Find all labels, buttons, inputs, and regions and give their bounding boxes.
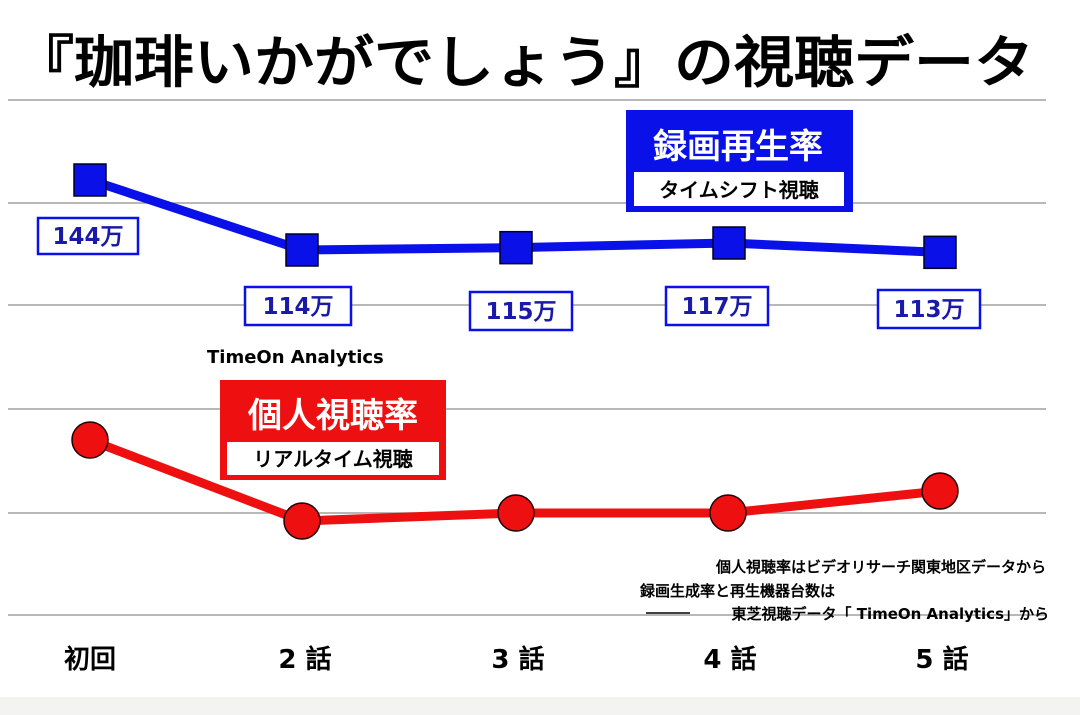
value-label: 115万 [485,299,556,325]
x-tick-label: 5 話 [915,644,968,675]
legend-recording: 録画再生率 タイムシフト視聴 [626,110,853,212]
x-axis-labels: 初回 2 話 3 話 4 話 5 話 [64,644,969,675]
recording-point [73,163,107,197]
personal-point [709,494,747,532]
value-label-box [36,216,140,256]
recording-point [923,235,957,270]
value-label-box [876,288,982,330]
legend-recording-sublabel: タイムシフト視聴 [659,178,819,202]
personal-point [283,502,321,540]
legend-personal-sub-box [227,442,439,475]
source-note-1: 個人視聴率はビデオリサーチ関東地区データから [715,558,1046,576]
personal-point [497,494,535,532]
recording-point [499,230,533,265]
value-label-box [243,285,353,327]
x-tick-label: 4 話 [703,644,756,675]
x-tick-label: 初回 [64,645,116,675]
recording-point [285,233,319,267]
legend-personal-sublabel: リアルタイム視聴 [253,447,412,471]
value-label-box [664,285,770,327]
brand-mark: TimeOn Analytics [207,347,384,368]
legend-recording-sub-box [634,172,844,206]
legend-personal-label: 個人視聴率 [247,396,418,436]
value-label: 117万 [681,294,752,320]
data-labels: 144万 114万 115万 117万 113万 [36,216,982,332]
series-recording [73,163,957,270]
chart-title: 『珈琲いかがでしょう』の視聴データ [14,31,1034,96]
source-note-3: 東芝視聴データ「 TimeOn Analytics」から [731,605,1049,623]
personal-point [921,472,959,510]
grid-lines [8,99,1046,616]
chart-svg: 『珈琲いかがでしょう』の視聴データ TimeOn Analytics 録画再生率… [8,31,1049,675]
source-notes: 個人視聴率はビデオリサーチ関東地区データから 録画生成率と再生機器台数は 東芝視… [640,558,1049,623]
source-note-2: 録画生成率と再生機器台数は [640,582,835,600]
legend-recording-label: 録画再生率 [653,127,823,167]
x-tick-label: 3 話 [491,644,544,675]
value-label: 114万 [262,294,333,320]
recording-point [712,226,746,260]
chart-canvas: 『珈琲いかがでしょう』の視聴データ TimeOn Analytics 録画再生率… [0,0,1080,697]
series-personal [71,421,959,540]
personal-point [71,421,109,459]
value-label-box [468,290,574,332]
value-label: 144万 [52,224,123,250]
value-label: 113万 [893,297,964,323]
footer-strip [0,697,1080,715]
legend-personal: 個人視聴率 リアルタイム視聴 [220,380,446,480]
x-tick-label: 2 話 [278,644,331,675]
